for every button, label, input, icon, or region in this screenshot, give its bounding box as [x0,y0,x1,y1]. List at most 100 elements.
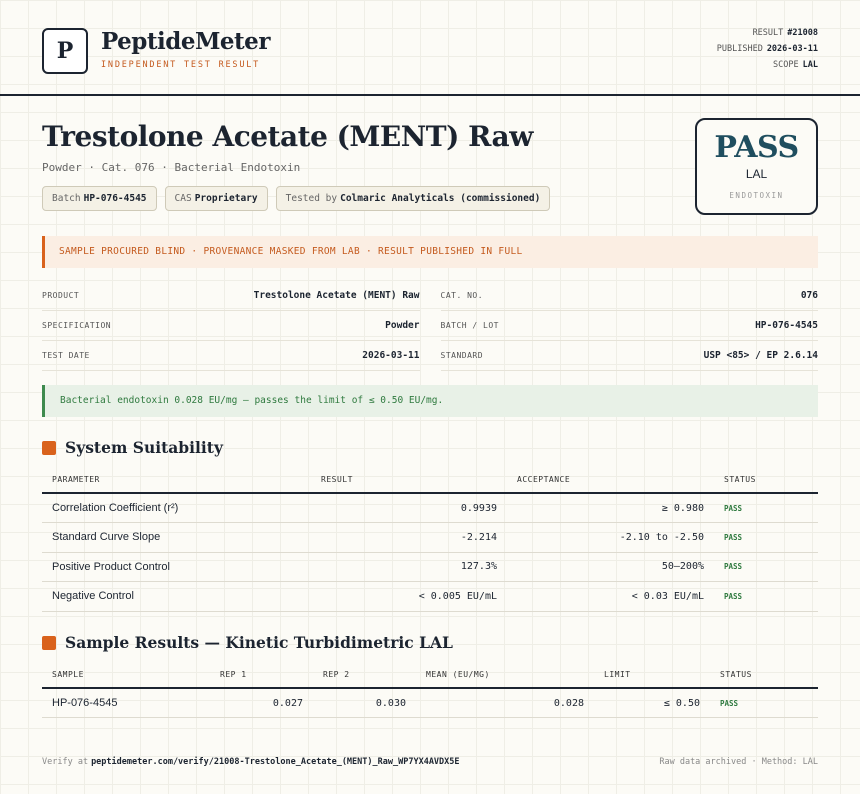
detail-cell: CAT. NO. 076 [440,281,818,311]
cell: 0.028 [416,688,594,718]
detail-cell: SPECIFICATION Powder [42,311,420,341]
cell: HP-076-4545 [42,688,210,718]
cell: 0.030 [313,688,416,718]
detail-cell: BATCH / LOT HP-076-4545 [440,311,818,341]
cell: ≤ 0.50 [594,688,710,718]
chips: Batch HP-076-4545 CAS Proprietary Tested by C… [42,186,551,211]
chip-value: HP-076-4545 [83,193,147,204]
product-title: Trestolone Acetate (MENT) Raw [42,120,533,153]
table-row: Correlation Coefficient (r²) 0.9939 ≥ 0.98… [42,493,818,523]
brand-tagline: INDEPENDENT TEST RESULT [101,60,261,70]
detail-value: 2026-03-11 [362,350,420,361]
detail-row: TEST DATE 2026-03-11 STANDARD USP <85> / EP… [42,341,818,371]
section-marker [42,635,56,650]
meta-label: SCOPE [773,60,799,70]
meta-value: 2026-03-11 [766,44,818,54]
detail-value: USP <85> / EP 2.6.14 [703,350,818,361]
section-marker [42,440,56,455]
footer-verify: Verify at peptidemeter.com/verify/21008-T… [42,757,460,767]
detail-value: 076 [800,290,818,301]
table-row: Standard Curve Slope -2.214 -2.10 to -2.50… [42,522,818,553]
detail-cell: TEST DATE 2026-03-11 [42,341,420,371]
detail-label: CAT. NO. [440,291,484,300]
meta-label: RESULT [752,28,784,38]
cell: 127.3% [311,552,507,582]
detail-label: TEST DATE [42,351,90,360]
meta-row: SCOPE LAL [773,60,818,70]
cell: < 0.03 EU/mL [507,581,714,612]
status: PASS [714,493,818,523]
footer-note: Raw data archived · Method: LAL [659,757,818,767]
detail-cell: PRODUCT Trestolone Acetate (MENT) Raw [42,281,420,311]
chip-value: Proprietary [194,193,258,204]
meta-row: PUBLISHED 2026-03-11 [717,44,818,54]
verify-url[interactable]: peptidemeter.com/verify/21008-Trestolone… [91,757,460,767]
chip-label: Batch [52,193,81,204]
cell: -2.214 [311,522,507,553]
detail-value: Powder [385,320,420,331]
brand-name: PeptideMeter [101,28,270,55]
detail-label: BATCH / LOT [440,321,499,330]
status: PASS [710,688,818,718]
notice: SAMPLE PROCURED BLIND · PROVENANCE MASKE… [42,236,818,268]
status: PASS [714,522,818,553]
cell: -2.10 to -2.50 [507,522,714,553]
column-header: SAMPLE [42,670,210,689]
verdict-badge: PASS LAL ENDOTOXIN [695,118,818,215]
cell: Negative Control [42,581,311,612]
column-header: LIMIT [594,670,710,689]
cell: Positive Product Control [42,552,311,582]
column-header: REP 2 [313,670,416,689]
detail-cell: STANDARD USP <85> / EP 2.6.14 [440,341,818,371]
cell: ≥ 0.980 [507,493,714,523]
meta-label: PUBLISHED [716,44,763,54]
chip: CAS Proprietary [164,186,268,211]
chip: Tested by Colmaric Analyticals (commissio… [275,186,551,211]
header-row: SAMPLE REP 1 REP 2 MEAN (EU/MG) LIMIT STATUS [42,670,818,689]
samples-table: SAMPLE REP 1 REP 2 MEAN (EU/MG) LIMIT STATUS H… [42,670,818,718]
chip-label: Tested by [285,193,338,204]
verdict: PASS [714,130,799,165]
detail-label: SPECIFICATION [42,321,112,330]
section-heading: Sample Results — Kinetic Turbidimetric L… [42,633,453,652]
cell: < 0.005 EU/mL [311,581,507,612]
status: PASS [714,552,818,582]
chip-label: CAS [174,193,192,204]
column-header: MEAN (EU/MG) [416,670,594,689]
cell: 50–200% [507,552,714,582]
header-row: PARAMETER RESULT ACCEPTANCE STATUS [42,475,818,494]
subtitle: Powder · Cat. 076 · Bacterial Endotoxin [42,161,301,174]
table-row: Negative Control < 0.005 EU/mL < 0.03 EU/m… [42,581,818,612]
cell: 0.027 [210,688,313,718]
detail-row: SPECIFICATION Powder BATCH / LOT HP-076-454… [42,311,818,341]
verify-label: Verify at [42,757,89,767]
column-header: STATUS [710,670,818,689]
cell: Standard Curve Slope [42,522,311,553]
column-header: PARAMETER [42,475,311,494]
detail-value: Trestolone Acetate (MENT) Raw [253,290,420,301]
table-row: Positive Product Control 127.3% 50–200% PAS… [42,552,818,582]
section-title: Sample Results — Kinetic Turbidimetric L… [65,633,453,652]
cell: Correlation Coefficient (r²) [42,493,311,523]
detail-row: PRODUCT Trestolone Acetate (MENT) Raw CAT.… [42,281,818,311]
status: PASS [714,581,818,612]
badge-test: ENDOTOXIN [729,191,784,200]
column-header: ACCEPTANCE [507,475,714,494]
detail-label: STANDARD [440,351,484,360]
chip-value: Colmaric Analyticals (commissioned) [340,193,541,204]
logo: P [42,28,88,74]
cell: 0.9939 [311,493,507,523]
column-header: RESULT [311,475,507,494]
detail-label: PRODUCT [42,291,80,300]
header-rule [0,94,860,96]
chip: Batch HP-076-4545 [42,186,157,211]
table-row: HP-076-4545 0.027 0.030 0.028 ≤ 0.50 PASS [42,688,818,718]
summary: Bacterial endotoxin 0.028 EU/mg — passes… [42,385,818,417]
section-title: System Suitability [65,438,223,457]
column-header: STATUS [714,475,818,494]
column-header: REP 1 [210,670,313,689]
section-heading: System Suitability [42,438,223,457]
badge-scope: LAL [745,167,768,181]
